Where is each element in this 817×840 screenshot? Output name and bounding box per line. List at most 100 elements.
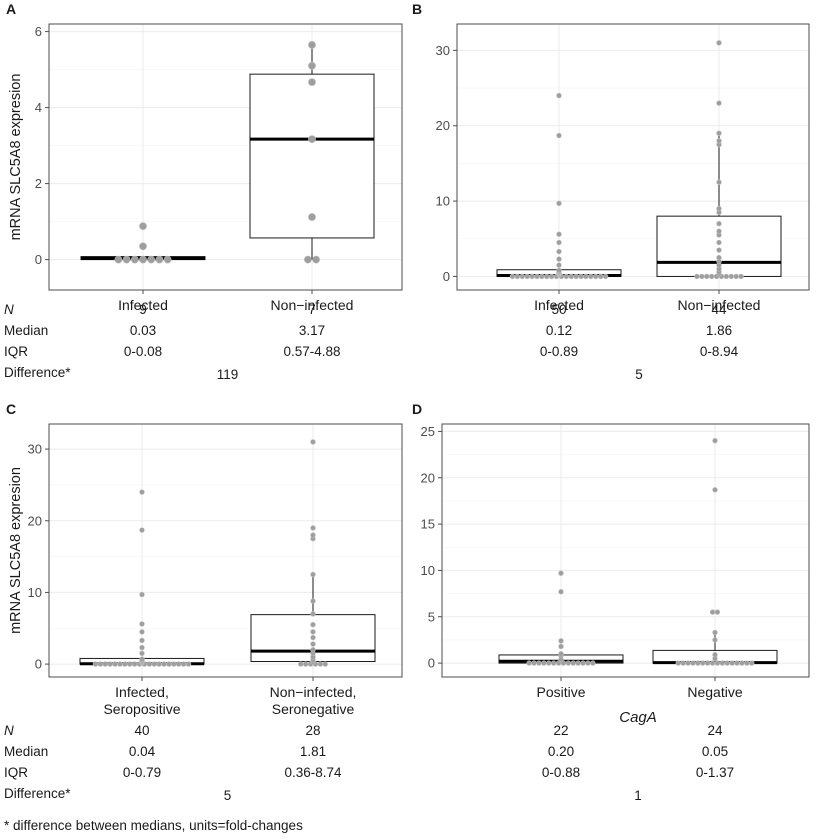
data-point xyxy=(556,200,562,207)
data-point xyxy=(519,273,525,280)
data-point xyxy=(539,273,545,280)
stat-label-iqr: IQR xyxy=(4,765,29,780)
data-point xyxy=(556,92,562,99)
data-point xyxy=(738,273,744,280)
data-point xyxy=(578,273,584,280)
data-point xyxy=(529,273,535,280)
data-point xyxy=(139,591,145,598)
data-point xyxy=(685,660,691,666)
data-point xyxy=(139,489,145,495)
data-point xyxy=(130,255,139,264)
data-point xyxy=(139,255,147,264)
data-point xyxy=(151,661,157,667)
data-point xyxy=(139,222,147,231)
y-tick-label: 6 xyxy=(35,24,42,39)
data-point xyxy=(139,629,145,635)
data-point xyxy=(733,273,739,280)
data-point xyxy=(166,661,172,667)
panel-border xyxy=(441,423,810,678)
data-point xyxy=(146,661,153,667)
data-point xyxy=(310,647,316,653)
data-point xyxy=(139,650,145,657)
data-point xyxy=(310,621,316,628)
data-point xyxy=(716,239,722,246)
data-point xyxy=(680,660,686,666)
data-point xyxy=(716,205,722,212)
data-point xyxy=(139,656,145,662)
data-point xyxy=(712,637,718,643)
data-point xyxy=(171,661,177,667)
data-point xyxy=(709,609,716,615)
data-point xyxy=(117,661,123,667)
stat-median-value: 0.20 xyxy=(547,744,575,759)
y-tick-label: 30 xyxy=(28,442,42,457)
data-point xyxy=(558,643,564,650)
x-tick-label: Infected xyxy=(534,297,584,313)
panel-letter-B: B xyxy=(412,1,422,17)
data-point xyxy=(298,661,304,667)
data-point xyxy=(556,267,562,274)
data-point xyxy=(695,660,701,666)
data-point xyxy=(744,660,750,666)
data-point xyxy=(139,242,147,251)
data-point xyxy=(558,638,564,644)
data-point xyxy=(714,609,721,615)
data-point xyxy=(127,661,133,667)
data-point xyxy=(700,660,706,666)
data-point xyxy=(556,262,562,268)
data-point xyxy=(719,660,726,666)
data-point xyxy=(310,532,316,538)
y-tick-label: 0 xyxy=(428,656,435,671)
x-tick-label: Non−infected xyxy=(271,297,354,313)
data-point xyxy=(534,273,540,280)
stat-iqr-value: 0.57-4.88 xyxy=(283,344,341,359)
x-tick-label: Seronegative xyxy=(272,701,355,717)
data-point xyxy=(558,651,564,657)
data-point xyxy=(310,439,316,445)
data-point xyxy=(122,255,131,264)
data-point xyxy=(590,660,596,666)
data-point xyxy=(122,661,128,667)
data-point xyxy=(734,660,740,666)
data-point xyxy=(716,179,722,185)
data-point xyxy=(322,661,328,667)
data-point xyxy=(114,255,123,264)
stat-median-value: 0.03 xyxy=(129,323,157,338)
stat-iqr-value: 0-0.79 xyxy=(122,765,162,780)
y-axis-label: mRNA SLC5A8 expresion xyxy=(8,467,24,634)
data-point xyxy=(558,589,564,595)
stat-n-value: 40 xyxy=(134,723,150,738)
panel-border xyxy=(48,23,403,291)
data-point xyxy=(588,273,594,280)
x-tick-label: Non−infected, xyxy=(270,684,357,700)
x-tick-label: Non−infected xyxy=(678,297,761,313)
stat-median-value: 1.86 xyxy=(705,323,733,338)
stat-median-value: 3.17 xyxy=(298,323,326,338)
stat-n-value: 7 xyxy=(308,302,316,317)
data-point xyxy=(716,100,722,106)
data-point xyxy=(723,273,730,280)
data-point xyxy=(303,255,312,264)
data-point xyxy=(185,661,192,667)
box-iqr xyxy=(249,73,375,239)
stat-label-difference: Difference* xyxy=(4,786,71,801)
data-point xyxy=(139,527,145,533)
data-point xyxy=(308,135,316,144)
panel-border xyxy=(48,423,403,678)
stat-median-value: 0.05 xyxy=(701,744,729,759)
data-point xyxy=(570,660,576,666)
y-tick-label: 2 xyxy=(35,176,42,191)
panel-letter-D: D xyxy=(412,401,422,417)
data-point xyxy=(708,273,715,280)
stat-n-value: 9 xyxy=(139,302,147,317)
data-point xyxy=(704,273,710,280)
x-tick-label: Infected xyxy=(118,297,168,313)
data-point xyxy=(712,437,718,444)
data-point xyxy=(556,239,562,246)
stat-n-value: 44 xyxy=(711,302,727,317)
x-tick-label: Seropositive xyxy=(103,701,180,717)
data-point xyxy=(526,660,532,666)
data-point xyxy=(97,661,104,667)
data-point xyxy=(573,273,579,280)
